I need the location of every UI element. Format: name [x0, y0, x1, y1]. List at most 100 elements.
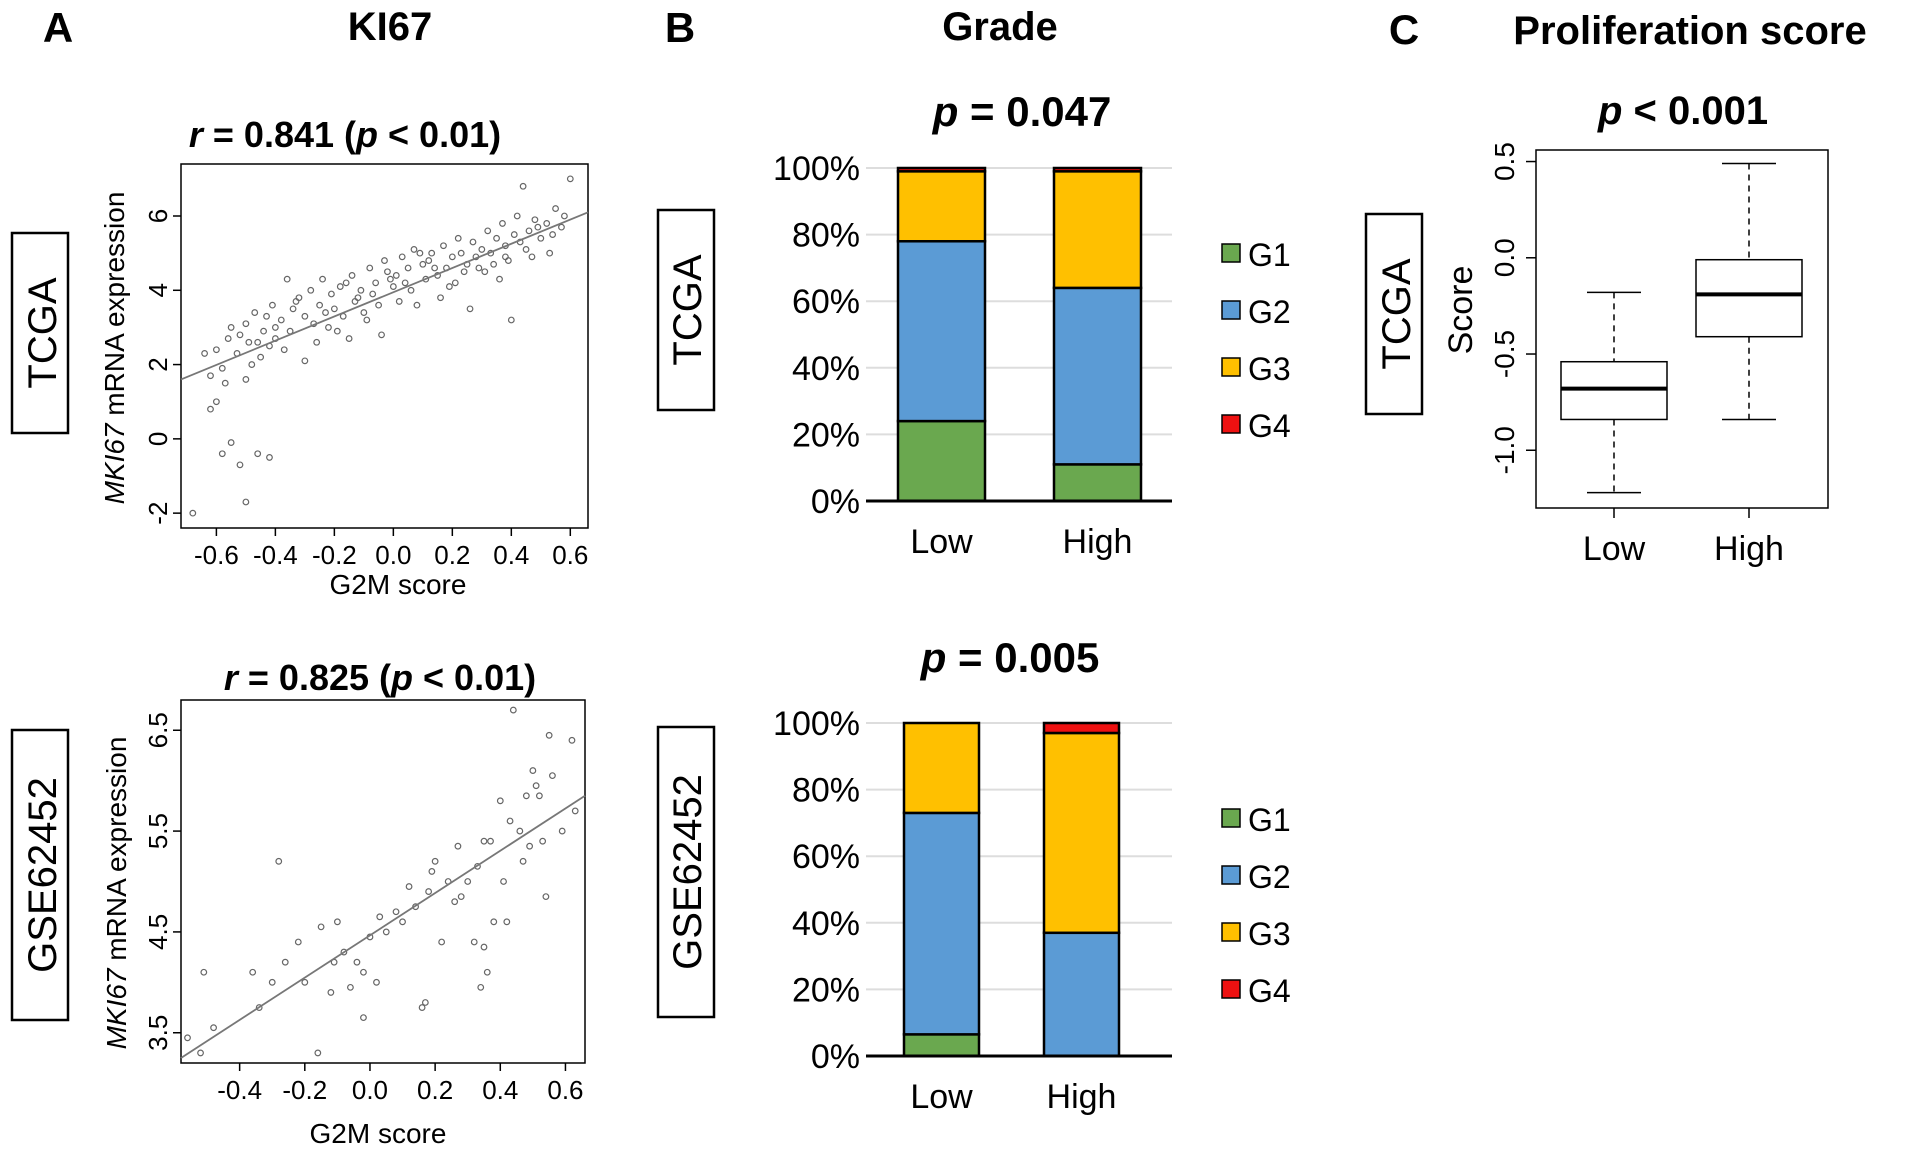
data-point [490, 260, 498, 268]
data-point [437, 294, 444, 302]
data-point [269, 301, 276, 309]
data-point [373, 978, 380, 986]
data-point [404, 264, 412, 272]
data-point [496, 275, 503, 283]
data-point [245, 338, 253, 346]
y-tick-label: 6.5 [143, 712, 173, 748]
data-point [510, 231, 518, 238]
title-p: p [1597, 89, 1622, 133]
x-tick-label: -0.2 [282, 1075, 327, 1105]
bar-tcga-chart: TCGA p = 0.047 0% 20% 40% 60% 80% 100% Low High… [656, 88, 1291, 561]
data-point [407, 286, 415, 294]
data-point [277, 316, 285, 324]
legend-swatch-g3 [1221, 357, 1241, 377]
data-point [360, 309, 368, 316]
x-tick-label: -0.6 [194, 540, 239, 570]
title-eq: = 0.841 ( [203, 114, 356, 155]
x-tick-label: -0.4 [253, 540, 298, 570]
bar-segment-g4 [1042, 721, 1121, 735]
y-tick-label: 80% [792, 772, 860, 810]
data-point [543, 220, 551, 227]
regression-line [180, 211, 589, 381]
data-point [522, 246, 530, 253]
x-tick-label: 0.6 [547, 1075, 583, 1105]
data-point [301, 357, 309, 365]
data-point [438, 938, 446, 946]
data-point [189, 509, 197, 517]
data-point [347, 983, 354, 991]
bar-segment-g2 [1052, 286, 1143, 466]
data-point [419, 260, 427, 268]
data-point [263, 312, 270, 320]
bar-segment-g4 [1052, 166, 1143, 173]
data-point [369, 290, 377, 298]
legend-label: G1 [1248, 802, 1291, 838]
data-point [376, 913, 384, 921]
data-point [519, 857, 527, 865]
cohort-label-box [656, 208, 716, 412]
legend-label: G2 [1248, 294, 1291, 330]
y-tick-label: 3.5 [143, 1015, 173, 1051]
data-point [542, 893, 550, 901]
y-tick-label: -0.5 [1489, 330, 1520, 378]
x-tick-label: Low [910, 1078, 973, 1116]
box-iqr [1695, 258, 1803, 338]
plot-frame [1535, 149, 1829, 509]
data-point [317, 923, 325, 931]
y-tick-label: 20% [792, 416, 860, 454]
y-tick-label: 60% [792, 283, 860, 321]
data-point [354, 294, 362, 302]
y-tick-label: 40% [792, 905, 860, 943]
cohort-label-box [1364, 212, 1424, 416]
data-point [313, 338, 321, 346]
x-tick-label: 0.0 [375, 540, 411, 570]
data-point [360, 1014, 367, 1022]
data-point [566, 175, 574, 183]
legend-label: G3 [1248, 916, 1291, 952]
y-tick-label: 0.0 [1489, 238, 1520, 277]
data-point [251, 309, 259, 316]
data-point [477, 983, 485, 991]
data-point [431, 264, 439, 272]
cohort-label-box [10, 231, 70, 435]
legend-swatch-g1 [1221, 243, 1241, 263]
data-point [268, 978, 276, 986]
data-point [357, 286, 365, 294]
cohort-label: GSE62452 [666, 774, 710, 970]
y-tick-label: 2 [143, 357, 173, 371]
x-tick-label: 0.4 [493, 540, 529, 570]
y-label-rest: mRNA expression [101, 737, 132, 969]
panel-letter-b: B [665, 4, 695, 51]
y-tick-label: 0.5 [1489, 142, 1520, 181]
data-point [389, 283, 397, 290]
y-tick-label: 20% [792, 971, 860, 1009]
title-p: p [932, 88, 959, 135]
data-point [342, 279, 350, 287]
x-tick-label: High [1063, 523, 1133, 561]
data-point [561, 212, 568, 220]
data-point [525, 227, 533, 235]
scatter-tcga-chart: TCGA r = 0.841 (p < 0.01) MKI67 mRNA exp… [10, 114, 589, 600]
data-point [242, 498, 250, 506]
title-p: p [355, 114, 378, 155]
data-point [526, 842, 534, 850]
panel-letter-a: A [43, 4, 73, 51]
data-point [271, 324, 279, 331]
x-tick-label: Low [910, 523, 973, 561]
data-point [248, 361, 256, 368]
y-tick-label: 40% [792, 350, 860, 388]
y-tick-label: 5.5 [143, 813, 173, 849]
data-point [558, 223, 565, 231]
data-point [218, 364, 226, 372]
cohort-label: TCGA [1375, 258, 1419, 369]
data-point [260, 327, 267, 335]
bar-title: p = 0.047 [932, 88, 1112, 135]
data-point [503, 918, 511, 926]
x-tick-label: 0.0 [352, 1075, 388, 1105]
data-point [483, 968, 491, 976]
legend-swatch-g4 [1221, 414, 1241, 434]
data-point [254, 450, 262, 458]
data-point [504, 257, 512, 264]
data-point [535, 792, 543, 800]
